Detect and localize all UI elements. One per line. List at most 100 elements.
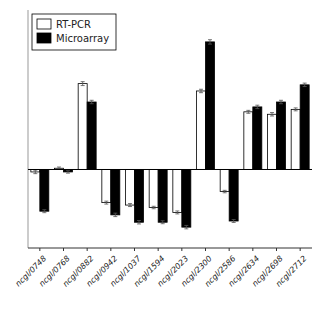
x-tick [252,248,253,251]
error-line [201,89,202,92]
error-cap [303,86,307,87]
bar [300,85,309,170]
error-cap [104,201,108,202]
bar [40,169,49,211]
error-cap [128,203,132,204]
error-bar [152,206,156,208]
error-bar [161,221,165,224]
bar [102,169,111,202]
bar [253,107,262,170]
error-cap [232,219,236,220]
error-cap [294,107,298,108]
error-cap [208,44,212,45]
bar [78,84,87,170]
x-tick [63,248,64,251]
error-bar [33,170,37,173]
error-cap [246,110,250,111]
x-tick [205,248,206,251]
error-bar [255,105,259,108]
legend-label: RT-PCR [56,19,91,30]
bar [149,169,158,207]
bar [291,109,300,169]
error-cap [81,81,85,82]
error-bar [303,83,307,86]
error-bar [294,108,298,111]
error-cap [294,110,298,111]
error-cap [161,220,165,221]
chart: ncgl/0748ncgl/0768ncgl/0882ncgl/0942ncgl… [0,0,320,320]
error-cap [270,115,274,116]
error-cap [137,220,141,221]
series [40,40,309,229]
error-cap [128,206,132,207]
error-cap [232,222,236,223]
error-cap [113,216,117,217]
error-cap [255,105,259,106]
error-cap [81,85,85,86]
error-line [162,221,163,224]
error-cap [57,167,61,168]
error-line [130,204,131,207]
x-tick [181,248,182,251]
error-bar [137,221,141,224]
error-line [177,211,178,214]
x-tick [158,248,159,251]
error-cap [279,103,283,104]
bar [197,91,206,170]
error-bar [199,89,203,92]
error-bar [42,210,46,213]
x-tick [87,248,88,251]
x-tick [39,248,40,251]
error-cap [152,208,156,209]
error-cap [255,108,259,109]
error-bar [184,225,188,228]
error-cap [42,209,46,210]
error-cap [175,213,179,214]
x-tick [276,248,277,251]
bar [111,169,120,214]
bar [158,169,167,222]
error-cap [137,223,141,224]
legend-label: Microarray [56,33,109,44]
error-cap [33,173,37,174]
error-cap [175,210,179,211]
error-bar [113,213,117,216]
error-cap [199,92,203,93]
x-tick [229,248,230,251]
error-cap [42,212,46,213]
error-line [115,213,116,216]
error-bar [270,113,274,116]
error-bar [246,110,250,113]
bar [244,112,253,170]
error-cap [184,228,188,229]
error-cap [223,192,227,193]
error-bar [81,82,85,86]
bar [229,169,238,221]
error-cap [246,113,250,114]
bar [182,169,191,227]
error-bar [223,190,227,192]
error-line [248,110,249,113]
bar [135,169,144,222]
error-line [138,221,139,224]
bar [173,169,182,212]
error-cap [184,225,188,226]
error-cap [303,83,307,84]
error-bar [175,211,179,214]
x-tick-label: ncgl/2712 [274,254,309,289]
error-cap [90,100,94,101]
error-cap [90,103,94,104]
error-line [35,170,36,173]
error-cap [66,170,70,171]
bar [206,42,215,170]
error-line [280,100,281,103]
error-bar [279,100,283,103]
zero-line [28,169,312,170]
error-line [257,105,258,108]
error-cap [223,190,227,191]
error-line [209,40,210,44]
error-bar [66,171,70,173]
error-line [44,210,45,213]
error-line [186,225,187,228]
error-cap [279,100,283,101]
